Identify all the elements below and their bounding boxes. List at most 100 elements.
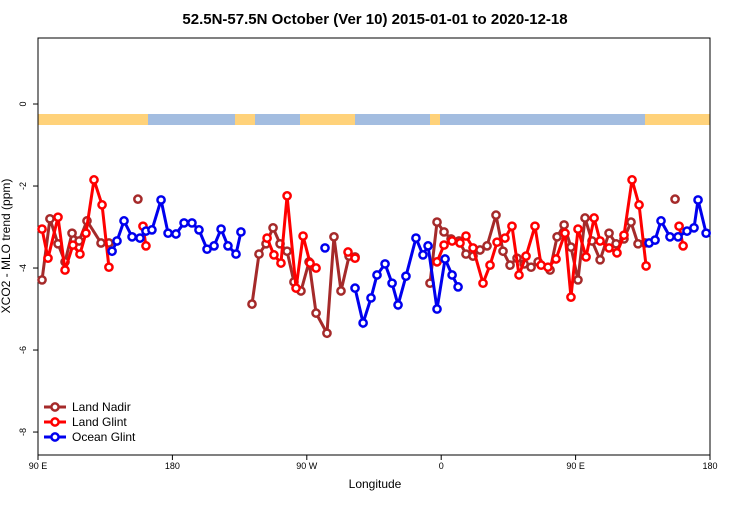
point-marker	[67, 228, 77, 239]
point-marker	[358, 318, 368, 328]
point-marker	[543, 262, 553, 273]
point-marker	[560, 228, 570, 239]
point-marker	[485, 260, 495, 271]
point-marker	[580, 213, 590, 223]
point-marker	[478, 278, 488, 289]
point-marker	[112, 236, 122, 246]
legend-swatch-marker	[50, 402, 60, 412]
point-marker	[439, 240, 449, 250]
point-marker	[231, 249, 241, 259]
x-tick-label: 0	[439, 461, 444, 471]
point-marker	[665, 232, 675, 242]
point-marker	[147, 225, 157, 235]
point-marker	[526, 262, 536, 273]
point-marker	[670, 194, 680, 204]
point-marker	[566, 292, 576, 302]
point-marker	[634, 200, 644, 210]
point-marker	[552, 232, 562, 242]
point-marker	[650, 235, 660, 245]
point-marker	[380, 259, 390, 269]
point-marker	[320, 243, 330, 253]
point-marker	[673, 232, 683, 242]
point-marker	[505, 260, 515, 271]
point-marker	[581, 252, 591, 262]
point-marker	[589, 213, 599, 223]
point-marker	[336, 286, 346, 296]
point-marker	[573, 224, 583, 234]
point-marker	[291, 283, 301, 293]
point-marker	[60, 265, 70, 275]
point-marker	[216, 224, 226, 234]
point-marker	[411, 233, 421, 243]
series-line	[110, 199, 708, 329]
point-marker	[97, 200, 107, 210]
point-marker	[96, 238, 106, 248]
point-marker	[492, 237, 502, 248]
point-marker	[530, 221, 540, 232]
point-marker	[641, 261, 651, 271]
point-marker	[604, 228, 614, 239]
land-mask-strip	[38, 114, 710, 125]
point-marker	[693, 195, 703, 205]
point-marker	[223, 241, 233, 251]
point-marker	[171, 229, 181, 239]
legend-label: Land Nadir	[72, 400, 131, 414]
y-tick-label: 0	[18, 102, 28, 107]
point-marker	[500, 233, 510, 243]
point-marker	[305, 258, 315, 268]
point-marker	[387, 278, 397, 289]
point-marker	[366, 293, 376, 303]
point-marker	[689, 222, 699, 233]
point-marker	[107, 246, 117, 257]
point-marker	[701, 228, 711, 239]
point-marker	[468, 243, 478, 253]
point-marker	[75, 249, 85, 259]
point-marker	[423, 241, 433, 251]
point-marker	[595, 236, 605, 246]
point-marker	[627, 175, 637, 185]
y-tick-label: -6	[18, 346, 28, 354]
point-marker	[282, 246, 292, 257]
point-marker	[432, 217, 442, 227]
point-marker	[482, 241, 492, 251]
point-marker	[322, 328, 332, 339]
legend-label: Ocean Glint	[72, 430, 136, 444]
point-marker	[514, 270, 524, 280]
point-marker	[626, 217, 636, 227]
point-marker	[133, 194, 143, 204]
point-marker	[104, 262, 114, 273]
point-marker	[269, 250, 279, 260]
point-marker	[187, 218, 197, 228]
point-marker	[678, 241, 688, 251]
point-marker	[298, 231, 308, 241]
point-marker	[498, 246, 508, 257]
point-marker	[68, 240, 78, 250]
point-marker	[141, 241, 151, 251]
point-marker	[612, 248, 622, 258]
point-marker	[311, 263, 321, 273]
point-marker	[439, 227, 449, 237]
point-marker	[268, 222, 278, 233]
point-marker	[656, 216, 666, 226]
point-marker	[447, 270, 457, 280]
point-marker	[619, 230, 629, 241]
point-marker	[559, 220, 569, 230]
point-marker	[37, 275, 47, 285]
legend-swatch-marker	[50, 432, 60, 442]
point-marker	[566, 242, 576, 252]
x-tick-label: 180	[165, 461, 180, 471]
point-marker	[372, 270, 382, 280]
point-marker	[81, 228, 91, 239]
x-tick-label: 90 W	[296, 461, 318, 471]
point-marker	[329, 232, 339, 242]
x-tick-label: 90 E	[566, 461, 585, 471]
point-marker	[604, 243, 614, 253]
point-marker	[236, 227, 246, 237]
point-marker	[350, 253, 360, 264]
point-marker	[447, 236, 457, 246]
point-marker	[551, 254, 561, 264]
point-marker	[491, 210, 501, 220]
point-marker	[209, 241, 219, 251]
legend-label: Land Glint	[72, 415, 127, 429]
